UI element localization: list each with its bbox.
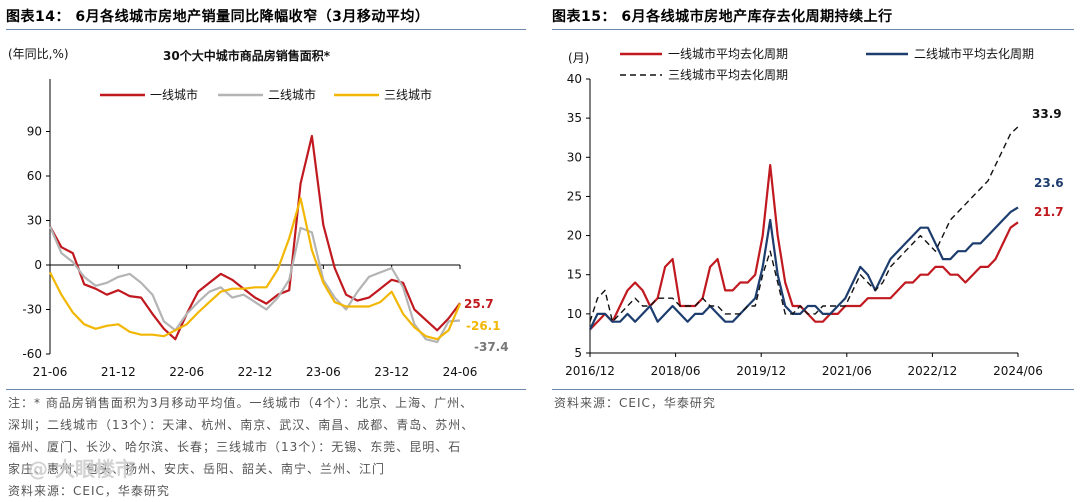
right-y-tick-label: 40 xyxy=(567,72,582,86)
left-series-group xyxy=(48,134,462,344)
right-legend-label: 一线城市平均去化周期 xyxy=(668,46,788,61)
left-y-axis-label: (年同比,%) xyxy=(8,47,69,61)
left-x-tick-label: 22-06 xyxy=(169,365,204,379)
right-legend-label: 三线城市平均去化周期 xyxy=(668,67,788,82)
left-y-tick-label: 60 xyxy=(27,169,42,183)
left-legend-label: 二线城市 xyxy=(268,87,316,102)
left-chart: (年同比,%) 30个大中城市商品房销售面积* 一线城市 二线城市 三线城市 -60… xyxy=(8,47,509,379)
left-x-tick-label: 21-12 xyxy=(101,365,136,379)
right-series-group xyxy=(589,126,1019,331)
left-x-tick-label: 23-06 xyxy=(306,365,341,379)
left-legend-label: 一线城市 xyxy=(150,87,198,102)
right-end-label: 33.9 xyxy=(1032,107,1062,121)
left-end-label: 25.7 xyxy=(464,297,494,311)
left-title-rule xyxy=(6,29,526,30)
right-axes: 5 10 15 20 25 30 35 40 2016/12 2018/06 2019/12 2021… xyxy=(565,72,1043,378)
right-y-tick-label: 35 xyxy=(567,111,582,125)
left-end-label: -37.4 xyxy=(474,340,509,354)
right-figure-title: 图表15： 6月各线城市房地产库存去化周期持续上行 xyxy=(552,9,893,25)
left-end-labels: 25.7 -37.4 -26.1 xyxy=(464,297,509,354)
right-y-tick-label: 30 xyxy=(567,150,582,164)
note-line: 福州、厦门、长沙、哈尔滨、长春；三线城市（13个）：无锡、东莞、昆明、石 xyxy=(8,440,462,454)
note-line: 注：* 商品房销售面积为3月移动平均值。一线城市（4个）：北京、上海、广州、 xyxy=(8,396,474,410)
right-x-tick-label: 2019/12 xyxy=(736,364,786,378)
left-y-tick-label: -60 xyxy=(22,347,42,361)
left-x-tick-label: 23-12 xyxy=(374,365,409,379)
left-notes-rule xyxy=(6,389,526,390)
left-figure-title: 图表14： 6月各线城市房地产销量同比降幅收窄（3月移动平均） xyxy=(6,9,430,25)
left-y-tick-label: 0 xyxy=(34,258,42,272)
left-x-tick-label: 24-06 xyxy=(443,365,478,379)
right-x-tick-label: 2016/12 xyxy=(565,364,615,378)
left-series-line xyxy=(49,134,461,341)
left-source: 资料来源：CEIC，华泰研究 xyxy=(8,484,170,498)
left-x-tick-label: 22-12 xyxy=(238,365,273,379)
left-end-label: -26.1 xyxy=(466,319,501,333)
left-series-line xyxy=(48,225,461,344)
right-x-tick-label: 2024/06 xyxy=(993,364,1043,378)
left-y-tick-label: -30 xyxy=(22,303,42,317)
left-axes: -60 -30 0 30 60 90 21-06 21-12 22-06 22-12 23-06 23… xyxy=(22,79,477,379)
right-end-label: 21.7 xyxy=(1034,205,1064,219)
right-source-rule xyxy=(552,389,1074,390)
right-x-tick-label: 2022/12 xyxy=(907,364,957,378)
left-notes: 注：* 商品房销售面积为3月移动平均值。一线城市（4个）：北京、上海、广州、 深… xyxy=(8,392,528,502)
right-title-rule xyxy=(552,29,1074,30)
left-chart-title: 30个大中城市商品房销售面积* xyxy=(163,48,331,63)
right-series-line xyxy=(589,164,1019,331)
right-y-tick-label: 5 xyxy=(574,346,582,360)
right-source: 资料来源：CEIC，华泰研究 xyxy=(554,396,716,410)
right-series-line xyxy=(589,206,1019,330)
right-x-tick-label: 2021/06 xyxy=(822,364,872,378)
left-series-line xyxy=(49,197,462,341)
right-x-tick-label: 2018/06 xyxy=(651,364,701,378)
note-line: 深圳；二线城市（13个）：天津、杭州、南京、武汉、南昌、成都、青岛、苏州、 xyxy=(8,418,475,432)
right-end-labels: 21.7 23.6 33.9 xyxy=(1032,107,1064,219)
watermark: @ 大眼楼市 xyxy=(28,457,135,481)
left-y-tick-label: 30 xyxy=(27,214,42,228)
left-legend-label: 三线城市 xyxy=(384,87,432,102)
right-legend-label: 二线城市平均去化周期 xyxy=(914,46,1034,61)
left-legend: 一线城市 二线城市 三线城市 xyxy=(100,87,432,102)
right-y-tick-label: 20 xyxy=(567,229,582,243)
right-end-label: 23.6 xyxy=(1034,176,1064,190)
right-y-tick-label: 15 xyxy=(567,268,582,282)
right-y-tick-label: 10 xyxy=(567,307,582,321)
left-y-tick-label: 90 xyxy=(27,125,42,139)
note-line: 家庄、惠州、包头、扬州、安庆、岳阳、韶关、南宁、兰州、江门 xyxy=(8,462,386,476)
left-x-tick-label: 21-06 xyxy=(33,365,68,379)
right-y-axis-label: (月) xyxy=(568,51,589,65)
right-series-line xyxy=(589,126,1019,323)
right-y-tick-label: 25 xyxy=(567,189,582,203)
